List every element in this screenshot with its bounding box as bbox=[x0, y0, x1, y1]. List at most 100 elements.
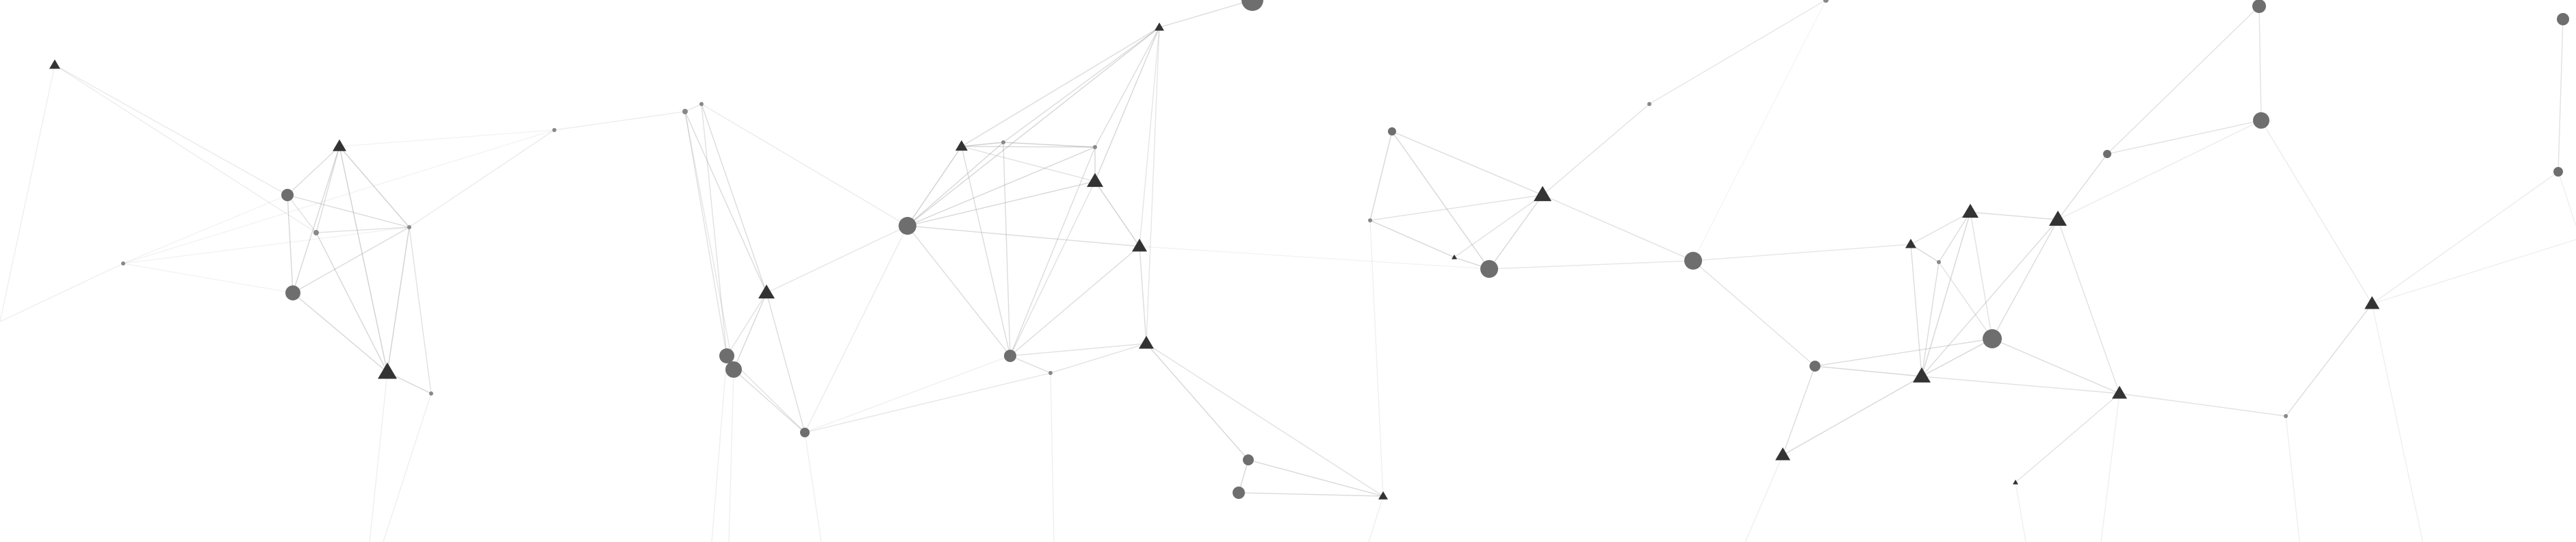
network-edge bbox=[1146, 343, 1249, 461]
dot-node bbox=[429, 391, 433, 396]
network-edge bbox=[54, 64, 317, 233]
network-edge bbox=[1454, 194, 1543, 258]
network-edge bbox=[123, 129, 555, 264]
network-edge bbox=[383, 393, 432, 542]
triangle-node bbox=[1962, 203, 1979, 218]
dot-node bbox=[1368, 218, 1372, 222]
network-edge bbox=[766, 292, 806, 433]
network-edge bbox=[315, 227, 410, 233]
network-edge bbox=[1692, 260, 1816, 367]
circle-node bbox=[1983, 329, 2002, 348]
network-edge bbox=[1938, 211, 1971, 263]
network-edge bbox=[1992, 338, 2120, 394]
network-edge bbox=[2371, 239, 2576, 305]
circle-node bbox=[2253, 112, 2269, 129]
network-edge bbox=[1970, 211, 2059, 220]
dot-node bbox=[682, 109, 688, 114]
network-edge bbox=[1146, 343, 1384, 497]
circle-node bbox=[725, 361, 742, 378]
circle-node bbox=[1233, 487, 1245, 499]
network-edge bbox=[1238, 492, 1384, 497]
network-edge bbox=[684, 111, 734, 370]
network-edge bbox=[701, 103, 727, 357]
network-edge bbox=[2285, 415, 2300, 542]
triangle-node bbox=[758, 284, 775, 299]
network-edge bbox=[907, 181, 1096, 227]
network-edge bbox=[1009, 355, 1051, 374]
network-edge bbox=[2371, 303, 2423, 542]
network-edge bbox=[287, 194, 410, 228]
network-edge bbox=[1146, 27, 1160, 344]
network-edge bbox=[1003, 27, 1160, 143]
triangle-node bbox=[378, 362, 397, 379]
network-edge bbox=[554, 111, 686, 131]
dot-node bbox=[121, 261, 125, 266]
network-edge bbox=[409, 129, 555, 228]
network-edge bbox=[961, 146, 1011, 357]
dot-node bbox=[1001, 140, 1005, 144]
network-edge bbox=[1369, 220, 1384, 497]
network-edge bbox=[339, 146, 410, 228]
network-edge bbox=[1921, 261, 1940, 377]
triangle-node bbox=[2049, 210, 2067, 226]
network-edge bbox=[339, 129, 555, 147]
network-edge bbox=[804, 225, 908, 433]
network-edge bbox=[701, 103, 767, 294]
network-edge bbox=[1391, 131, 1490, 270]
network-edge bbox=[1369, 131, 1393, 221]
network-edge bbox=[804, 432, 822, 542]
network-edge bbox=[961, 146, 1096, 148]
circle-node bbox=[899, 217, 916, 235]
dot-node bbox=[699, 102, 704, 106]
circle-node bbox=[2553, 167, 2563, 177]
network-edge bbox=[287, 194, 317, 233]
triangle-node bbox=[1905, 238, 1916, 248]
triangle-node bbox=[1913, 367, 1931, 383]
dot-node bbox=[313, 230, 319, 235]
network-edge bbox=[1159, 0, 1253, 28]
network-edge bbox=[339, 146, 388, 373]
dot-node bbox=[1937, 260, 1941, 264]
network-edge bbox=[387, 227, 410, 373]
network-edge bbox=[701, 103, 908, 227]
network-edge bbox=[1992, 219, 2059, 339]
network-edge bbox=[684, 103, 702, 112]
network-edge bbox=[2119, 393, 2287, 417]
circle-node bbox=[281, 189, 294, 201]
network-edge bbox=[1009, 146, 1096, 357]
network-edge bbox=[0, 64, 55, 322]
network-edge bbox=[1094, 27, 1160, 182]
network-edge bbox=[1649, 0, 1827, 105]
network-edge bbox=[1744, 454, 1783, 542]
circle-node bbox=[2252, 0, 2266, 13]
dot-node bbox=[1093, 145, 1097, 149]
network-edge bbox=[1139, 246, 1147, 344]
network-edge bbox=[1692, 244, 1911, 261]
network-edge bbox=[684, 111, 727, 357]
network-edge bbox=[1921, 219, 2059, 377]
network-edge bbox=[2371, 171, 2559, 305]
network-edge bbox=[2258, 5, 2262, 121]
dot-node bbox=[552, 128, 556, 132]
network-edge bbox=[123, 194, 288, 264]
circle-node bbox=[1809, 361, 1820, 372]
network-edge bbox=[409, 227, 432, 394]
network-edge bbox=[315, 146, 340, 233]
triangle-node bbox=[1775, 447, 1790, 461]
network-edge bbox=[1910, 244, 1922, 377]
circle-node bbox=[1684, 252, 1702, 270]
network-edge bbox=[1814, 365, 1922, 377]
network-edge bbox=[804, 372, 1051, 433]
triangle-node bbox=[333, 139, 346, 151]
circle-node bbox=[2103, 150, 2111, 158]
network-edge bbox=[2015, 482, 2026, 542]
network-edge bbox=[1248, 459, 1384, 497]
network-edge bbox=[292, 292, 388, 373]
network-edge bbox=[907, 27, 1160, 227]
network-edge bbox=[961, 146, 1096, 182]
triangle-node bbox=[2365, 296, 2380, 309]
network-edge bbox=[766, 225, 908, 294]
network-edge bbox=[728, 369, 734, 542]
network-edge bbox=[123, 227, 410, 264]
